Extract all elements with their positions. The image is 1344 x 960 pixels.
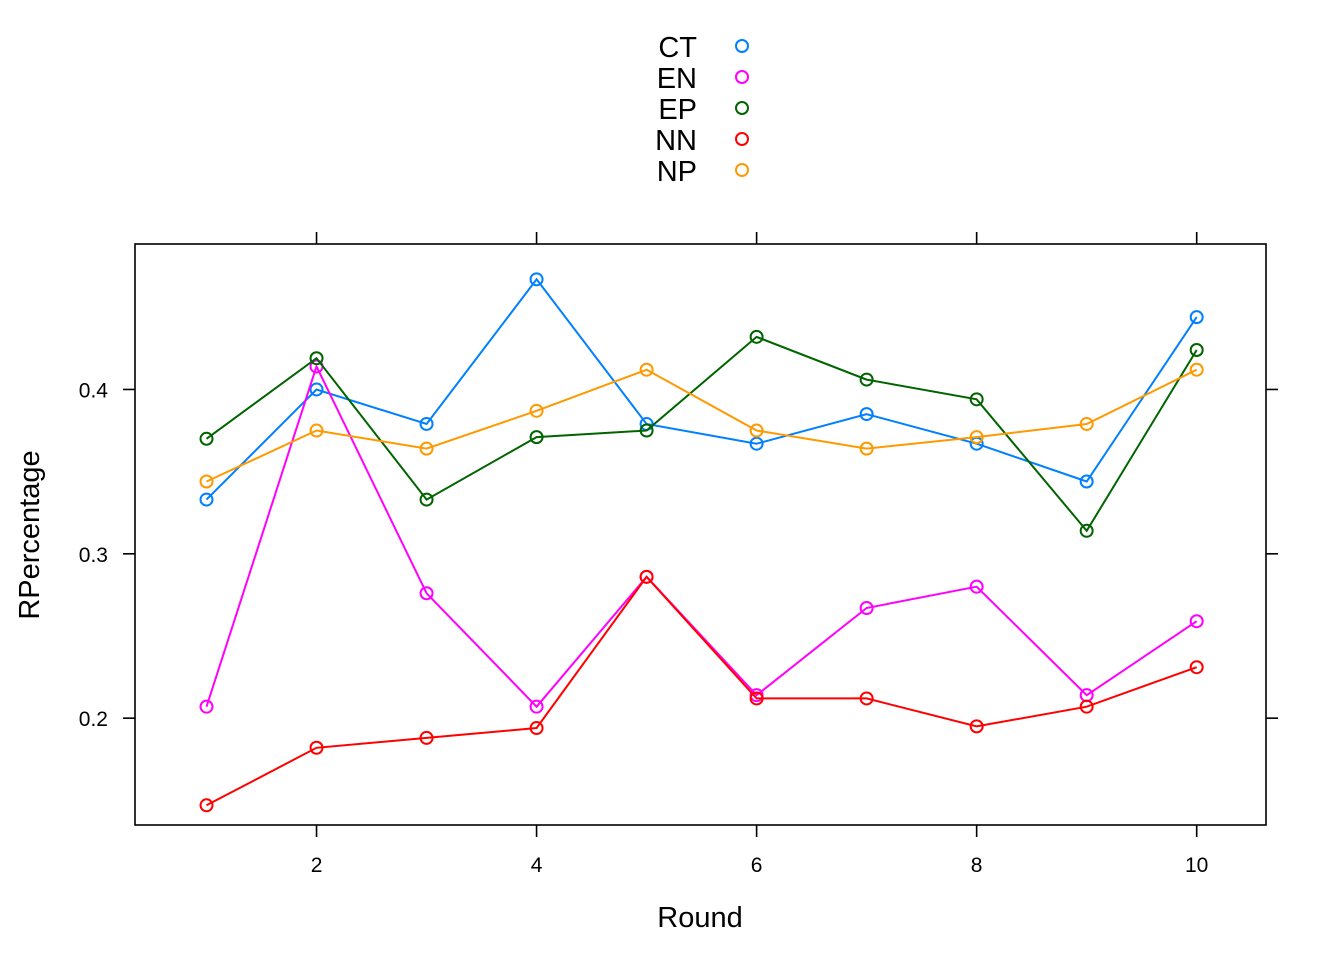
data-point-nn xyxy=(639,569,654,584)
data-point-np xyxy=(749,423,764,438)
data-point-ep xyxy=(419,492,434,507)
x-tick-label: 4 xyxy=(531,854,543,877)
legend-marker xyxy=(735,70,749,84)
x-axis: 2 4 6 8 10 xyxy=(311,232,1208,877)
data-point-ep xyxy=(1189,343,1204,358)
y-axis-title: RPercentage xyxy=(14,450,46,619)
series-line-np xyxy=(206,368,1198,483)
series-line-ct xyxy=(205,277,1198,501)
legend-marker xyxy=(735,101,749,115)
data-point-ep xyxy=(749,329,764,344)
data-point-nn xyxy=(1079,699,1094,714)
data-point-ct xyxy=(309,382,324,397)
data-point-nn xyxy=(1189,660,1204,675)
data-point-ct xyxy=(419,416,434,431)
data-point-en xyxy=(969,579,984,594)
series-line-en xyxy=(205,363,1198,709)
legend-label: CT xyxy=(658,32,697,64)
x-tick-label: 6 xyxy=(751,854,763,877)
data-point-np xyxy=(199,474,214,489)
data-point-ep xyxy=(199,431,214,446)
data-point-nn xyxy=(309,740,324,755)
data-point-ct xyxy=(749,436,764,451)
y-tick-label: 0.2 xyxy=(79,708,108,731)
series-ct xyxy=(199,272,1204,507)
data-point-ct xyxy=(529,272,544,287)
legend-label: EP xyxy=(658,94,697,126)
legend-marker xyxy=(735,39,749,53)
y-axis: 0.2 0.3 0.4 xyxy=(79,379,1278,731)
data-point-ep xyxy=(969,392,984,407)
data-point-np xyxy=(309,423,324,438)
data-point-np xyxy=(969,430,984,445)
data-point-en xyxy=(529,699,544,714)
series-ep xyxy=(199,329,1204,538)
data-point-np xyxy=(1189,362,1204,377)
data-point-ct xyxy=(859,407,874,422)
data-point-en xyxy=(199,699,214,714)
data-point-np xyxy=(529,403,544,418)
series-en xyxy=(199,359,1204,714)
data-point-ep xyxy=(1079,523,1094,538)
data-point-nn xyxy=(199,798,214,813)
legend-label: NP xyxy=(657,156,697,188)
series-line-nn xyxy=(206,575,1198,807)
data-point-en xyxy=(419,586,434,601)
plot-frame xyxy=(134,243,1267,826)
data-point-nn xyxy=(419,730,434,745)
x-tick-label: 2 xyxy=(311,854,323,877)
y-tick-label: 0.4 xyxy=(79,379,109,402)
data-point-nn xyxy=(529,721,544,736)
data-point-nn xyxy=(749,691,764,706)
legend-marker xyxy=(735,163,749,177)
data-point-ct xyxy=(1079,474,1094,489)
data-point-ep xyxy=(309,351,324,366)
series-np xyxy=(199,362,1204,489)
data-point-ep xyxy=(859,372,874,387)
data-point-np xyxy=(859,441,874,456)
data-point-en xyxy=(1189,614,1204,629)
data-point-np xyxy=(1079,416,1094,431)
data-point-en xyxy=(859,601,874,616)
data-point-np xyxy=(639,362,654,377)
series-line-ep xyxy=(205,335,1198,533)
x-tick-label: 10 xyxy=(1185,854,1208,877)
x-tick-label: 8 xyxy=(971,854,983,877)
data-point-ct xyxy=(1189,310,1204,325)
data-point-ct xyxy=(199,492,214,507)
series-nn xyxy=(199,569,1204,813)
data-point-ep xyxy=(529,430,544,445)
legend-label: EN xyxy=(657,63,697,95)
legend-label: NN xyxy=(655,125,697,157)
legend-marker xyxy=(735,132,749,146)
series-layer xyxy=(199,272,1204,813)
x-axis-title: Round xyxy=(657,902,742,934)
data-point-nn xyxy=(859,691,874,706)
y-tick-label: 0.3 xyxy=(79,544,108,567)
data-point-nn xyxy=(969,719,984,734)
data-point-ep xyxy=(639,423,654,438)
data-point-np xyxy=(419,441,434,456)
